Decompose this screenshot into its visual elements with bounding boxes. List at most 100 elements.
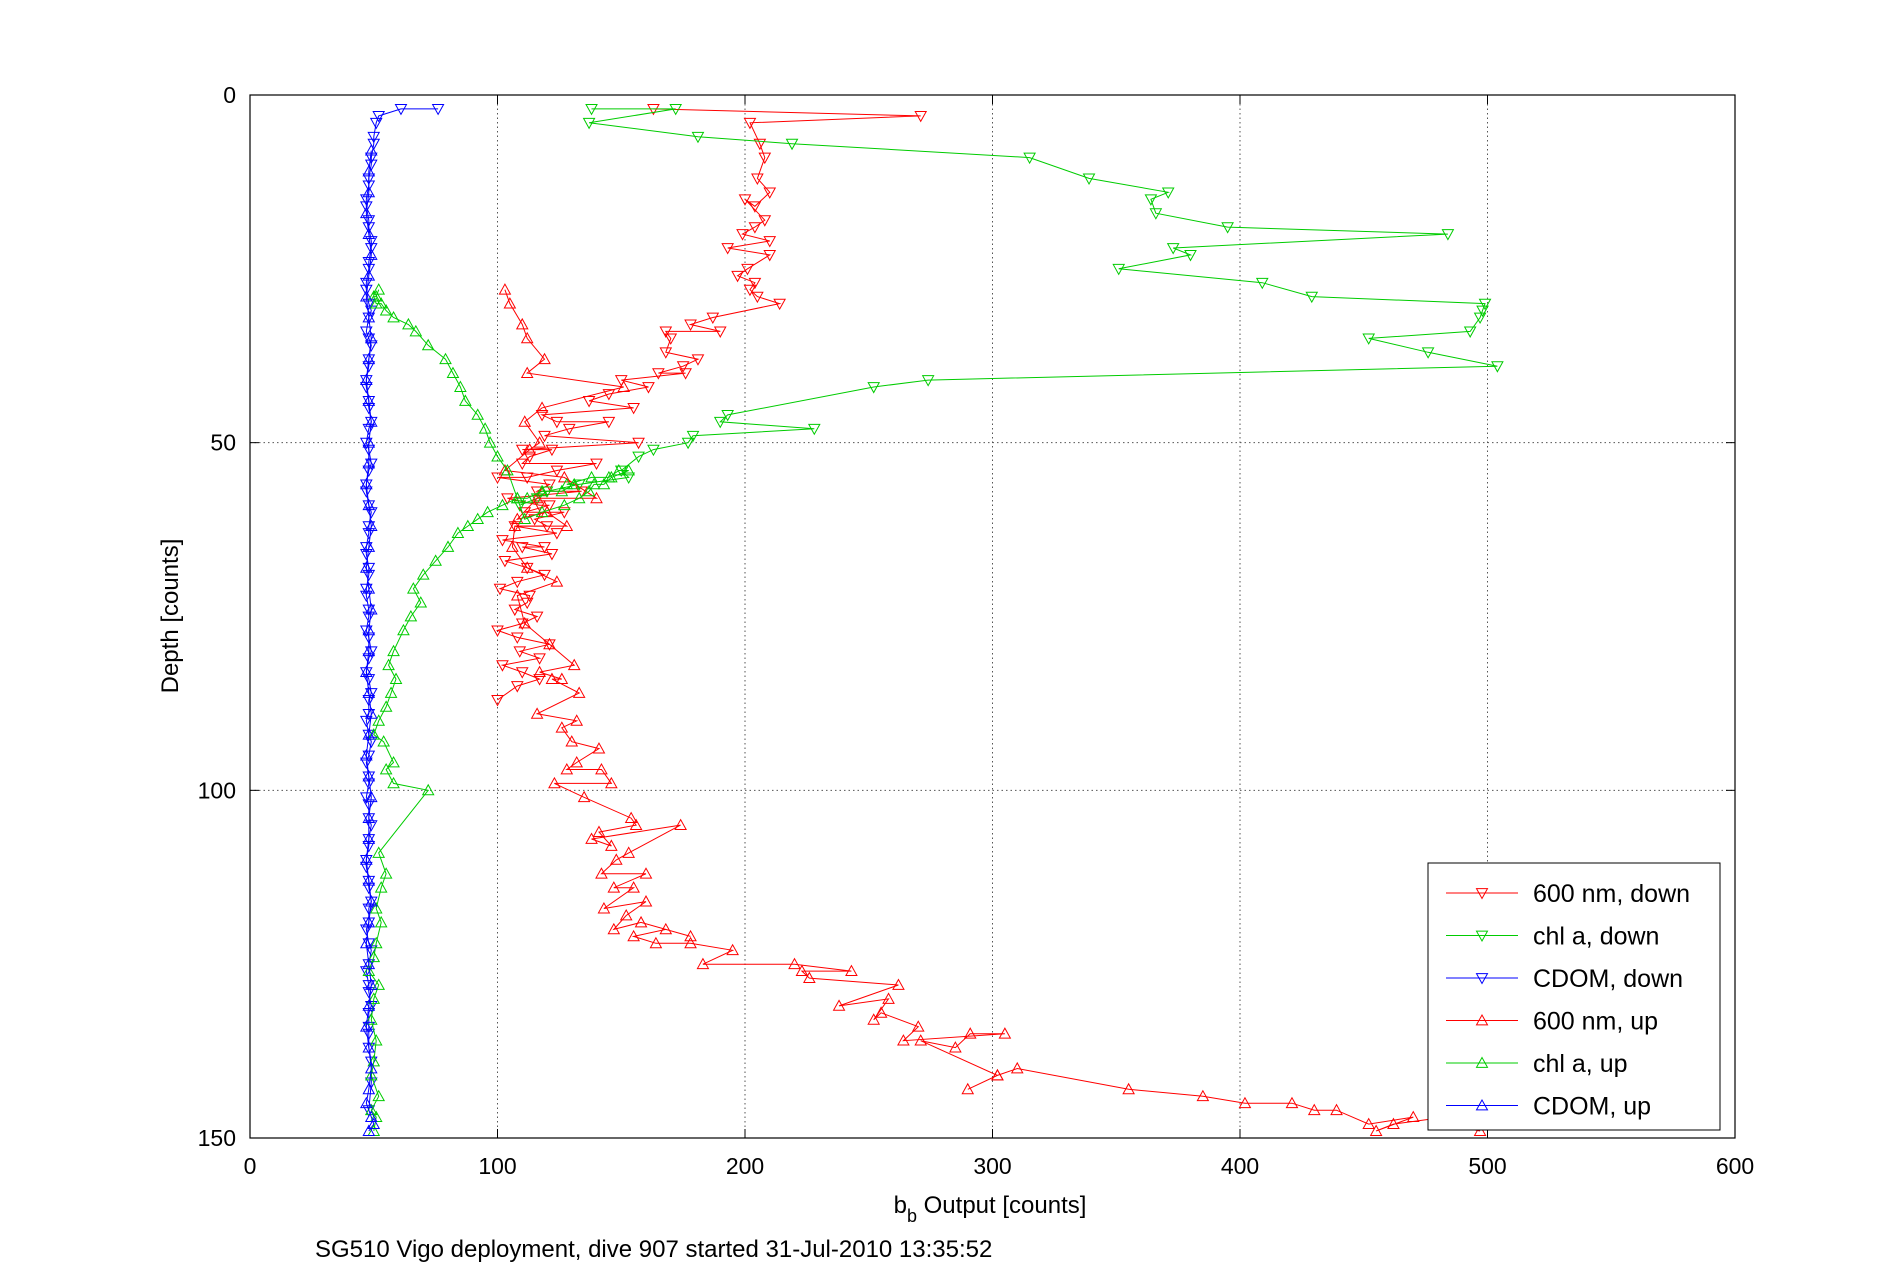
data-point [384,686,398,698]
data-point [362,498,376,511]
data-point [372,283,386,295]
data-point [669,104,683,116]
data-point [364,236,378,248]
data-point [362,964,376,977]
data-point [362,256,376,269]
data-point [684,319,697,331]
data-point [520,331,534,344]
data-point [359,326,373,338]
data-point [696,957,710,970]
data-point [921,375,935,387]
data-point [540,521,554,533]
data-point [362,352,376,365]
data-point [364,248,378,260]
y-tick-label: 100 [198,777,236,803]
data-point [362,436,376,448]
data-point [567,658,581,671]
series-1 [513,104,1504,512]
data-point [364,707,378,719]
data-point [738,194,752,206]
data-point [359,1096,373,1109]
data-point [367,131,381,144]
data-point [557,470,571,483]
data-point [560,519,574,532]
data-point [627,881,640,893]
data-point [458,394,472,406]
legend-marker [1475,1013,1489,1026]
data-point [560,762,574,775]
legend-box [1427,862,1721,1131]
data-point [394,104,408,116]
data-point [483,436,497,448]
data-point [570,755,584,768]
data-point [364,895,378,907]
data-point [503,297,517,309]
data-point [882,992,895,1004]
data-point [1463,326,1477,338]
data-point [691,131,705,144]
data-point [362,917,376,929]
data-point [773,298,786,311]
data-point [548,776,561,789]
data-point [1362,1117,1376,1129]
data-point [555,484,569,497]
data-point [550,528,564,540]
data-point [570,714,584,726]
data-point [364,159,378,172]
data-point [362,771,376,783]
data-point [659,347,673,359]
data-point [364,519,378,532]
data-point [454,380,467,392]
data-point [751,173,764,185]
data-point [501,493,514,505]
data-point [362,832,376,844]
data-point [535,484,549,497]
data-point [624,811,638,824]
data-point [369,297,383,309]
data-point [753,138,767,151]
data-point [627,403,640,415]
data-point [362,1041,376,1053]
data-point [364,1061,378,1074]
data-point [515,542,529,554]
data-point [897,1034,910,1046]
data-point [362,215,376,227]
data-point [540,486,554,498]
data-point [639,895,653,907]
data-point [506,540,519,552]
data-point [520,491,534,504]
data-point [421,783,435,796]
data-point [359,1020,373,1032]
data-point [515,317,529,330]
data-point [1478,298,1492,311]
data-point [585,470,598,483]
data-point [359,792,373,804]
data-point [587,477,601,490]
data-point [520,561,534,573]
data-point [713,416,727,429]
data-point [362,999,376,1011]
data-point [362,987,376,999]
data-point [1184,250,1197,262]
data-point [533,665,546,678]
data-point [362,222,376,234]
data-point [538,569,551,582]
data-point [515,667,529,679]
data-point [429,554,442,566]
data-point [607,922,621,935]
data-point [681,437,695,450]
data-point [647,104,660,116]
data-point [359,665,373,678]
data-point [362,1042,376,1055]
data-point [364,1013,378,1025]
data-point [575,486,588,498]
data-point [461,519,475,532]
data-point [451,526,465,538]
data-point [397,623,410,636]
data-point [622,472,636,484]
data-point [622,846,636,858]
data-point [998,1027,1012,1039]
legend-item: 600 nm, up [1446,1008,1658,1036]
data-point [1255,277,1269,290]
series-layer [359,104,1504,1136]
